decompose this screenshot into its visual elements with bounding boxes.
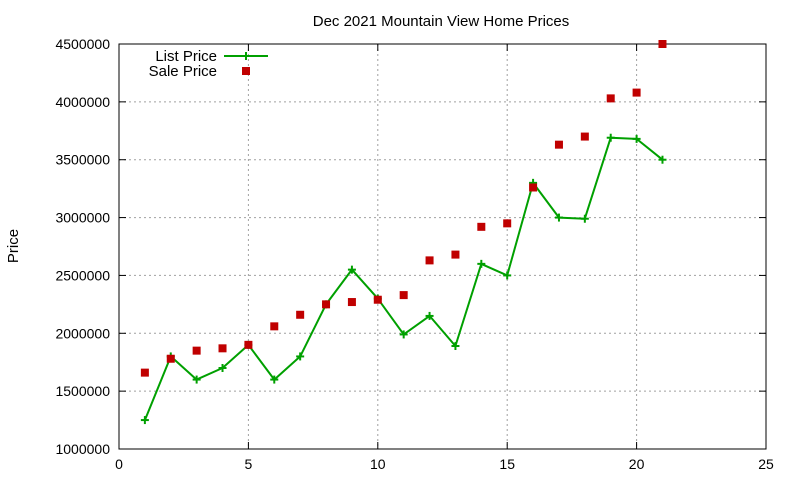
y-tick-label: 1000000	[55, 441, 110, 457]
sale-price-point	[503, 219, 512, 228]
list-price-point	[477, 259, 486, 268]
y-tick-label: 4500000	[55, 36, 110, 52]
sale-price-point	[322, 300, 331, 309]
sale-price-point	[373, 295, 382, 304]
sale-price-point	[296, 310, 305, 319]
list-price-point	[218, 364, 227, 372]
y-tick-label: 1500000	[55, 383, 110, 399]
list-price-point	[580, 214, 589, 223]
sale-price-point	[347, 298, 356, 307]
list-price-point	[451, 342, 460, 351]
list-price-point	[425, 311, 434, 320]
legend-marker-sale-price	[242, 67, 250, 75]
list-price-point	[140, 416, 149, 425]
x-tick-label: 0	[115, 456, 123, 472]
list-price-point	[296, 352, 305, 361]
y-tick-label: 3000000	[55, 210, 110, 226]
y-tick-label: 4000000	[55, 94, 110, 110]
sale-price-point	[529, 183, 538, 192]
legend-label-sale-price: Sale Price	[149, 63, 217, 80]
sale-price-point	[244, 340, 253, 349]
y-tick-label: 2000000	[55, 325, 110, 341]
sale-price-point	[270, 322, 279, 331]
x-tick-label: 15	[499, 456, 515, 472]
x-tick-label: 10	[370, 456, 386, 472]
sale-price-point	[554, 140, 563, 149]
sale-price-point	[632, 88, 641, 97]
list-price-point	[632, 134, 641, 143]
x-tick-label: 20	[629, 456, 645, 472]
y-tick-label: 2500000	[55, 267, 110, 283]
sale-price-point	[425, 256, 434, 265]
plot-frame	[118, 43, 767, 450]
chart-title: Dec 2021 Mountain View Home Prices	[313, 13, 570, 30]
series-layer	[140, 40, 667, 425]
sale-price-point	[477, 222, 486, 231]
sale-price-point	[658, 40, 667, 48]
legend-label-list-price: List Price	[155, 48, 217, 65]
list-price-point	[347, 265, 356, 274]
list-price-point	[658, 155, 667, 164]
list-price-point	[606, 133, 615, 142]
list-price-point	[554, 213, 563, 222]
sale-price-point	[399, 291, 408, 300]
sale-price-point	[166, 354, 175, 363]
list-price-point	[270, 375, 279, 384]
sale-price-point	[606, 94, 615, 103]
list-price-line	[143, 136, 664, 421]
y-axis-label: Price	[5, 229, 22, 263]
y-tick-label: 3500000	[55, 152, 110, 168]
sale-price-point	[580, 132, 589, 141]
sale-price-point	[451, 250, 460, 259]
grid	[119, 44, 766, 449]
list-price-series	[140, 133, 667, 425]
list-price-point	[192, 375, 201, 384]
x-tick-label: 5	[245, 456, 253, 472]
sale-price-point	[140, 368, 149, 377]
list-price-point	[503, 271, 512, 280]
x-tick-label: 25	[758, 456, 774, 472]
sale-price-point	[218, 344, 227, 353]
axis-ticks: 0 5 10 15 20 25 1000000 1500000 2000000 2500000 30…	[55, 36, 774, 472]
list-price-point	[399, 330, 408, 339]
legend-marker-list-price	[242, 52, 250, 60]
sale-price-series	[140, 40, 667, 377]
sale-price-point	[192, 346, 201, 355]
